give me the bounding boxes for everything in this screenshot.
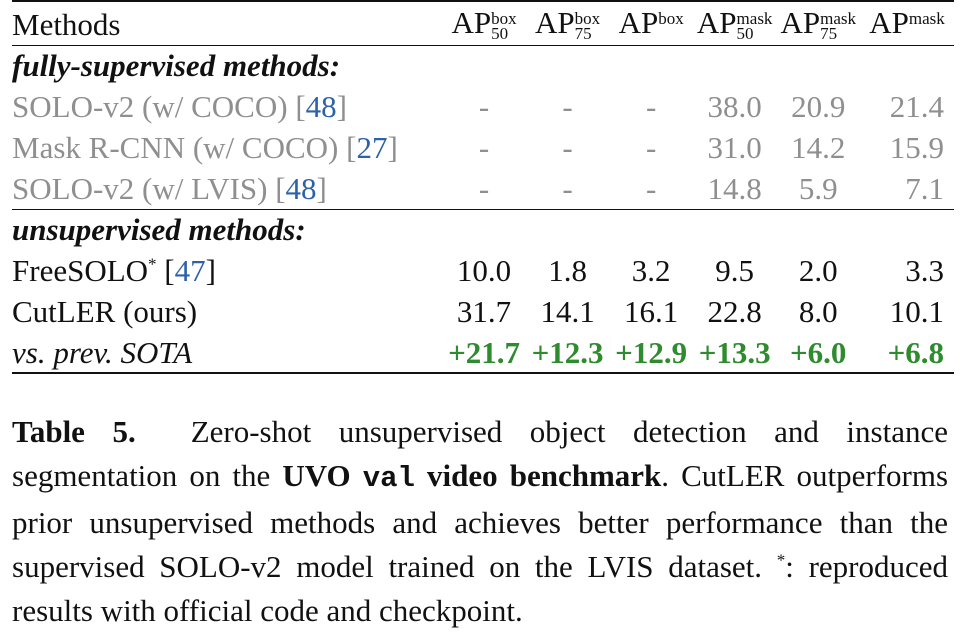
table-cell: 14.2: [791, 130, 846, 165]
table-row: CutLER (ours) 31.7 14.1 16.1 22.8 8.0 10…: [12, 291, 954, 332]
section-title: unsupervised methods:: [12, 212, 306, 248]
table-cell: 5.9: [798, 170, 838, 206]
header-ap50-mask: AP mask 50: [696, 5, 773, 44]
table-cell: -: [478, 130, 490, 165]
table-cell: +12.9: [615, 334, 688, 370]
caption-bold-benchmark: video benchmark: [427, 458, 662, 493]
caption-label: Table 5.: [12, 414, 136, 449]
table-cell: 14.1: [540, 294, 595, 329]
table-row: Mask R-CNN (w/ COCO) [27] - - - 31.0 14.…: [12, 127, 954, 168]
table-row: FreeSOLO* [47] 10.0 1.8 3.2 9.5 2.0 3.3: [12, 250, 954, 291]
table-cell: 22.8: [707, 294, 762, 329]
caption-star: *: [776, 550, 786, 570]
header-ap50-box: AP box 50: [451, 5, 517, 44]
table-cell: 10.1: [889, 294, 944, 329]
caption-text: : reproduced results with official code …: [12, 549, 949, 628]
results-table: Methods AP box 50 AP box 75 AP box AP mask 50 A…: [12, 0, 954, 374]
table-row: SOLO-v2 (w/ COCO) [48] - - - 38.0 20.9 2…: [12, 86, 954, 127]
method-name: vs. prev. SOTA: [12, 334, 193, 370]
table-cell: -: [562, 89, 573, 124]
table-cell: 21.4: [889, 89, 944, 124]
table-cell: 10.0: [456, 253, 512, 288]
method-name: SOLO-v2 (w/ COCO) [48]: [12, 89, 347, 124]
method-name: CutLER (ours): [12, 294, 198, 329]
table-caption: Table 5. Zero-shot unsupervised object d…: [12, 410, 948, 633]
table-row-improvement: vs. prev. SOTA +21.7 +12.3 +12.9 +13.3 +…: [12, 332, 954, 373]
table-cell: -: [645, 89, 657, 124]
table-cell: +13.3: [698, 334, 771, 370]
caption-text: . CutLER outperforms prior unsupervised …: [12, 458, 949, 584]
section-row-unsupervised: unsupervised methods:: [12, 209, 954, 250]
table-cell: 14.8: [707, 170, 762, 206]
table-cell: 7.1: [905, 170, 944, 206]
citation-link[interactable]: 27: [356, 130, 388, 165]
header-ap75-mask: AP mask 75: [780, 5, 856, 44]
table-cell: 38.0: [707, 89, 762, 124]
table-cell: +6.8: [887, 334, 944, 370]
caption-mono-val: val: [362, 462, 415, 495]
table-cell: 16.1: [624, 294, 679, 329]
citation-link[interactable]: 48: [305, 89, 337, 124]
table-cell: -: [562, 130, 573, 165]
section-row-supervised: fully-supervised methods:: [12, 45, 954, 86]
header-ap-mask: AP mask: [869, 5, 945, 41]
caption-text: Zero-shot unsupervised object detection …: [12, 414, 948, 493]
table-cell: 9.5: [715, 253, 755, 288]
table-cell: 2.0: [798, 253, 838, 288]
table-cell: +12.3: [531, 334, 604, 370]
results-table-container: Methods AP box 50 AP box 75 AP box AP mask 50 A…: [12, 0, 954, 374]
citation-link[interactable]: 48: [285, 170, 317, 206]
header-ap75-box: AP box 75: [535, 5, 601, 44]
table-cell: -: [478, 170, 490, 206]
header-methods: Methods: [12, 6, 121, 42]
table-cell: 15.9: [889, 130, 944, 165]
table-cell: -: [645, 170, 657, 206]
table-cell: +21.7: [448, 334, 520, 370]
table-cell: 31.7: [456, 294, 512, 329]
table-cell: +6.0: [790, 334, 847, 370]
caption-bold-uvo: UVO: [282, 458, 351, 493]
table-cell: 3.3: [905, 253, 944, 288]
table-cell: 1.8: [548, 253, 587, 288]
table-cell: 8.0: [798, 294, 838, 329]
method-name: FreeSOLO* [47]: [12, 253, 216, 288]
section-title: fully-supervised methods:: [12, 48, 341, 84]
table-cell: -: [478, 89, 490, 124]
header-ap-box: AP box: [618, 5, 684, 41]
star-marker: *: [148, 254, 157, 274]
header-row: Methods AP box 50 AP box 75 AP box AP mask 50 A…: [12, 1, 954, 45]
table-cell: 3.2: [631, 253, 671, 288]
method-name: Mask R-CNN (w/ COCO) [27]: [12, 130, 398, 165]
citation-link[interactable]: 47: [174, 253, 206, 288]
method-name: SOLO-v2 (w/ LVIS) [48]: [12, 170, 327, 206]
table-cell: 20.9: [791, 89, 846, 124]
table-row: SOLO-v2 (w/ LVIS) [48] - - - 14.8 5.9 7.…: [12, 168, 954, 209]
table-cell: 31.0: [707, 130, 762, 165]
table-cell: -: [562, 170, 573, 206]
table-cell: -: [645, 130, 657, 165]
